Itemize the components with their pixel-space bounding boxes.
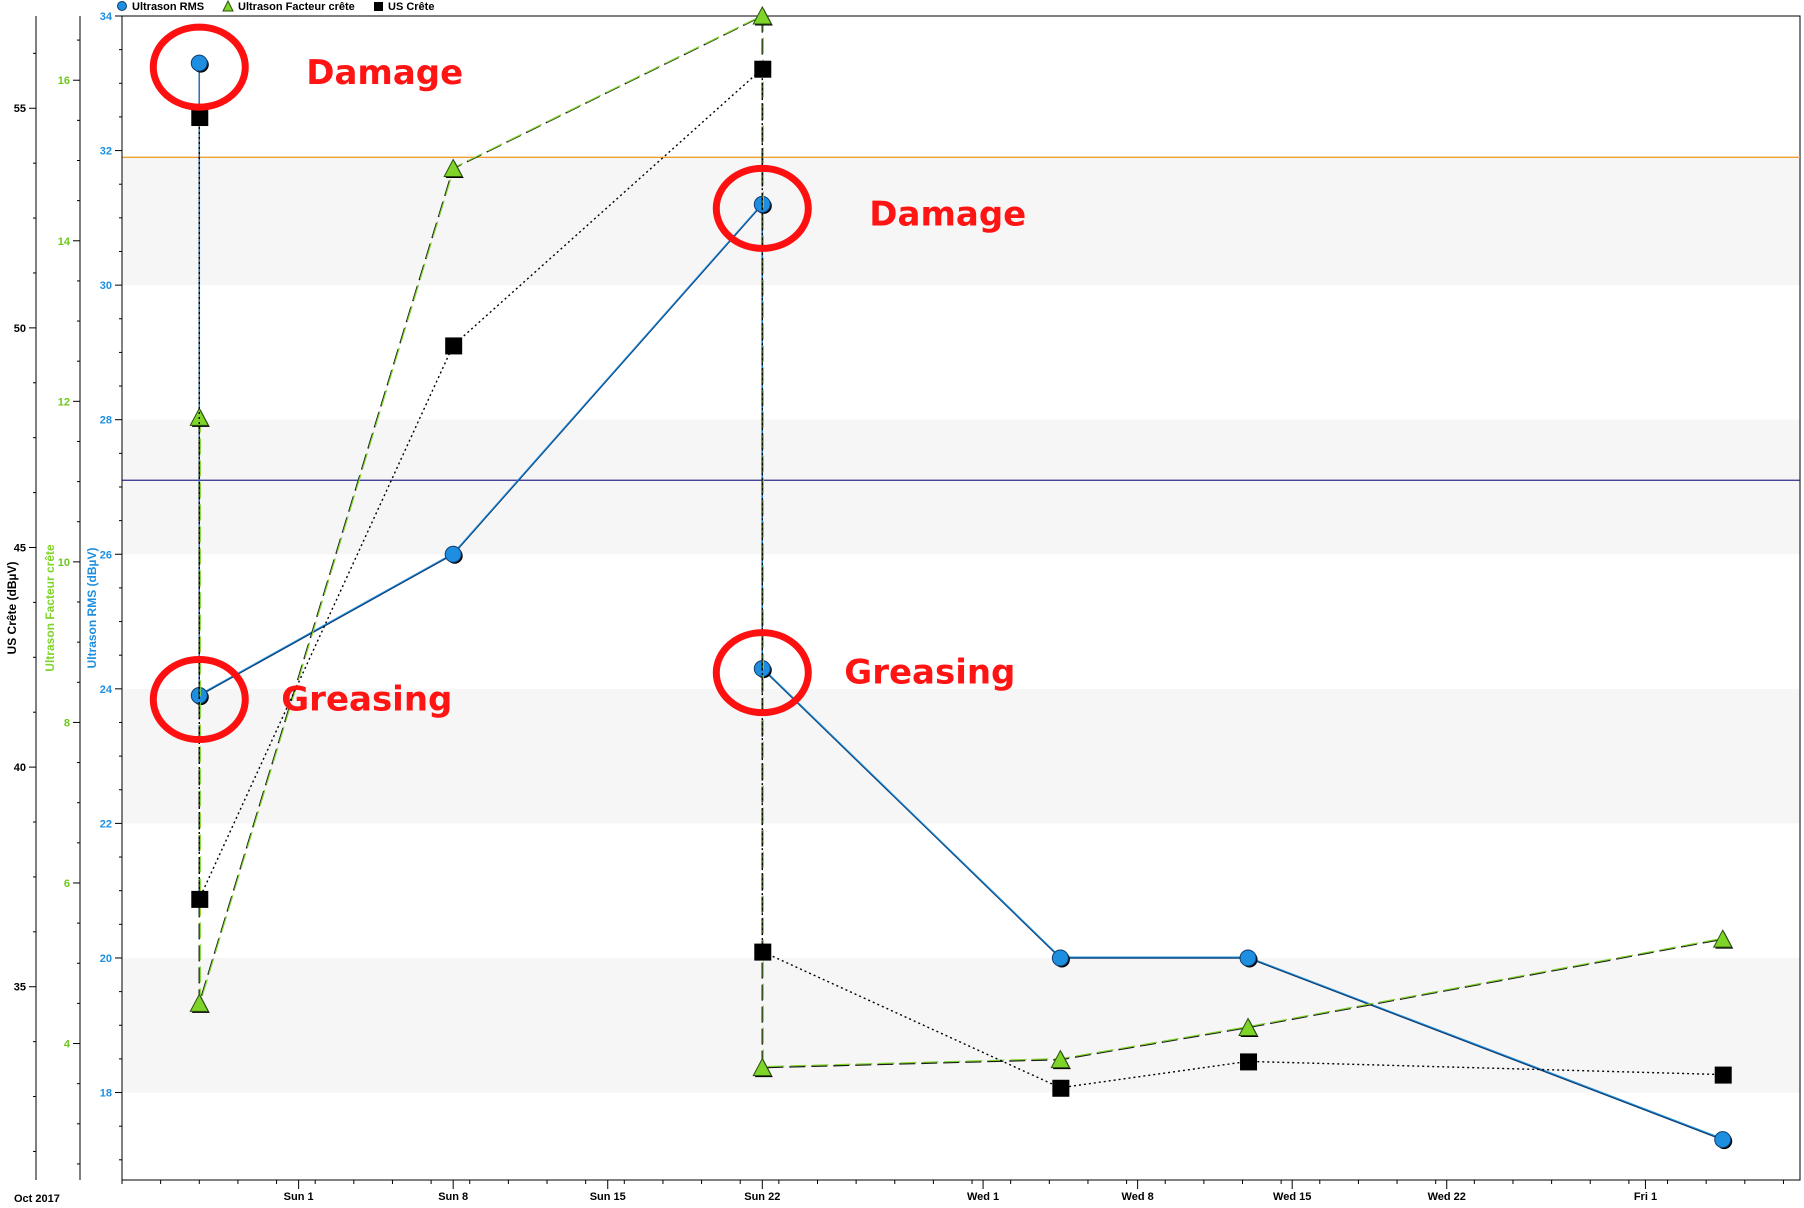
x-tick-label: Fri 1 <box>1634 1191 1657 1203</box>
series-group <box>189 5 1734 1150</box>
us_crete-tick-label: 50 <box>14 323 26 335</box>
series-2-point-6 <box>1240 1053 1258 1071</box>
facteur-tick-label: 6 <box>64 878 70 890</box>
legend-marker-0 <box>117 1 127 11</box>
series-1-point-3 <box>752 5 773 25</box>
x-tick-label: Wed 15 <box>1273 1191 1311 1203</box>
series-2-point-5 <box>1052 1079 1070 1097</box>
annotation-label-1: Damage <box>869 194 1026 234</box>
shaded-band-2 <box>122 419 1800 555</box>
series-0-point-2 <box>444 545 462 563</box>
series-0-point-7 <box>1714 1131 1732 1149</box>
series-1-point-5 <box>1050 1049 1071 1069</box>
annotation-circle-0 <box>149 23 249 111</box>
annotation-circle-2 <box>149 656 249 744</box>
reference-lines <box>122 156 1800 481</box>
x-tick-label: Wed 22 <box>1428 1191 1466 1203</box>
shaded-band-0 <box>122 957 1800 1093</box>
facteur-tick-label: 16 <box>58 75 70 87</box>
annotation-label-3: Greasing <box>844 653 1015 693</box>
legend-marker-2 <box>374 2 383 11</box>
rms-tick-label: 28 <box>100 415 112 427</box>
series-1-point-0 <box>189 407 210 426</box>
legend-label-1: Ultrason Facteur crête <box>238 1 355 13</box>
series-2-point-3 <box>754 60 772 78</box>
series-1-point-1 <box>189 993 210 1012</box>
series-2-point-7 <box>1714 1066 1732 1084</box>
legend-marker-1 <box>222 0 234 12</box>
series-2 <box>191 60 1732 1097</box>
annotations: Damage Damage Greasing Greasing <box>149 23 1026 744</box>
rms-tick-label: 32 <box>100 146 112 158</box>
x-tick-label: Sun 1 <box>284 1191 314 1203</box>
facteur-tick-label: 14 <box>58 236 71 248</box>
legend-label-0: Ultrason RMS <box>132 1 204 13</box>
rms-tick-label: 20 <box>100 953 112 965</box>
shaded-band-3 <box>122 157 1800 286</box>
x-axis-corner-label: Oct 2017 <box>14 1193 60 1205</box>
us_crete-tick-label: 35 <box>14 982 26 994</box>
shaded-bands <box>122 157 1800 1093</box>
shaded-band-1 <box>122 688 1800 824</box>
rms-tick-label: 34 <box>100 11 113 23</box>
series-0-point-6 <box>1239 949 1257 967</box>
series-1-point-4 <box>752 1057 773 1077</box>
series-1-point-6 <box>1238 1017 1258 1036</box>
axes: 35 40 45 50 55 US Crête (dBµV) 4 6 8 10 12 14 16 Ultr… <box>5 11 123 1180</box>
series-line-shadow <box>198 14 1723 1069</box>
facteur-tick-label: 4 <box>64 1039 71 1051</box>
x-tick-label: Sun 8 <box>438 1191 468 1203</box>
us_crete-tick-label: 45 <box>14 542 26 554</box>
annotation-circle-1 <box>712 164 812 252</box>
x-tick-label: Wed 8 <box>1122 1191 1154 1203</box>
rms-tick-label: 26 <box>100 549 112 561</box>
series-2-point-2 <box>445 337 463 355</box>
us_crete-tick-label: 40 <box>14 762 26 774</box>
x-axis: Sun 1 Sun 8 Sun 15 Sun 22 Wed 1 Wed 8 Wed 15 We… <box>14 1180 1784 1205</box>
x-tick-label: Sun 22 <box>744 1191 780 1203</box>
series-2-point-0 <box>191 109 209 127</box>
rms-tick-label: 18 <box>100 1088 112 1100</box>
facteur-axis-title: Ultrason Facteur crête <box>43 544 57 672</box>
rms-tick-label: 22 <box>100 818 112 830</box>
series-2-point-4 <box>754 943 772 961</box>
series-1-point-2 <box>443 158 464 178</box>
facteur-tick-label: 8 <box>64 717 70 729</box>
series-1-point-7 <box>1712 929 1733 948</box>
series-0-point-5 <box>1051 949 1069 967</box>
rms-tick-label: 24 <box>100 684 113 696</box>
rms-axis-title: Ultrason RMS (dBµV) <box>85 548 99 669</box>
legend: Ultrason RMS Ultrason Facteur crête US Crê… <box>117 0 434 13</box>
series-1 <box>189 5 1734 1078</box>
series-line <box>199 14 1724 1068</box>
series-0-point-0 <box>190 54 208 72</box>
series-2-point-1 <box>191 890 209 908</box>
facteur-tick-label: 10 <box>58 557 70 569</box>
us_crete-tick-label: 55 <box>14 103 26 115</box>
facteur-tick-label: 12 <box>58 396 70 408</box>
annotation-label-2: Greasing <box>281 680 452 720</box>
annotation-circle-3 <box>712 629 812 717</box>
annotation-label-0: Damage <box>306 53 463 93</box>
x-tick-label: Sun 15 <box>590 1191 626 1203</box>
legend-label-2: US Crête <box>388 1 434 13</box>
us_crete-axis-title: US Crête (dBµV) <box>5 562 19 655</box>
x-tick-label: Wed 1 <box>967 1191 999 1203</box>
rms-tick-label: 30 <box>100 280 112 292</box>
